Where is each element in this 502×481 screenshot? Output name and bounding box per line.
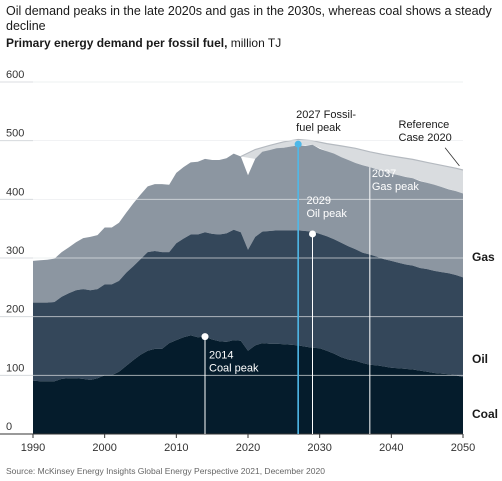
legend: Gas Oil Coal: [472, 250, 498, 421]
y-tick-label: 600: [6, 69, 24, 81]
area-coal: [33, 335, 463, 434]
subtitle-measure: Primary energy demand per fossil fuel,: [6, 36, 228, 50]
y-tick-label: 400: [6, 186, 24, 198]
subtitle-unit: million TJ: [227, 36, 282, 50]
annotation-oil-peak-line: 2029: [307, 195, 331, 207]
area-gas: [33, 144, 463, 303]
annotation-gas-peak: 2037 Gas peak: [372, 168, 420, 193]
legend-label-oil: Oil: [472, 352, 488, 366]
fossil-peak-marker: [294, 140, 302, 148]
reference-line: [240, 138, 464, 171]
annotation-gas-peak-line: Gas peak: [372, 181, 420, 193]
x-tick-label: 2020: [236, 442, 260, 454]
x-tick-label: 2030: [307, 442, 331, 454]
annotation-reference-case-line: Reference: [399, 119, 450, 131]
y-tick-label: 0: [6, 421, 12, 433]
series-areas: [33, 138, 464, 434]
annotation-reference-case-line: Case 2020: [399, 132, 452, 144]
peak-marker: [201, 333, 209, 341]
x-tick-label: 2010: [164, 442, 188, 454]
y-axis: 100 200 300 400 500 600 0: [6, 69, 24, 433]
source-note: Source: McKinsey Energy Insights Global …: [6, 466, 325, 476]
reference-leader-line: [444, 147, 460, 167]
x-tick-label: 2050: [451, 442, 475, 454]
annotation-fossil-peak-line: 2027 Fossil-: [296, 109, 356, 121]
area-oil: [33, 229, 463, 382]
annotation-gas-peak-line: 2037: [372, 168, 396, 180]
y-tick-label: 300: [6, 245, 24, 257]
peak-marker: [309, 230, 316, 238]
legend-label-coal: Coal: [472, 407, 498, 421]
annotation-reference-case: Reference Case 2020: [399, 119, 452, 144]
annotation-oil-peak: 2029 Oil peak: [307, 195, 348, 220]
grid-lines: [0, 81, 463, 376]
annotation-coal-peak: 2014 Coal peak: [209, 350, 259, 375]
annotation-fossil-peak: 2027 Fossil-fuel peak: [296, 109, 356, 134]
annotation-fossil-peak-line: fuel peak: [296, 122, 341, 134]
annotation-oil-peak-line: Oil peak: [307, 208, 348, 220]
y-tick-label: 200: [6, 304, 24, 316]
annotation-coal-peak-line: 2014: [209, 350, 233, 362]
y-tick-label: 500: [6, 128, 24, 140]
y-tick-label: 100: [6, 362, 24, 374]
x-tick-label: 2000: [92, 442, 116, 454]
legend-label-gas: Gas: [472, 250, 495, 264]
chart-subtitle: Primary energy demand per fossil fuel, m…: [6, 36, 496, 51]
x-axis: 1990 2000 2010 2020 2030 2040 2050: [0, 433, 475, 454]
annotations: 2027 Fossil-fuel peak 2029 Oil peak 2037 Gas…: [201, 109, 460, 434]
annotation-coal-peak-line: Coal peak: [209, 363, 259, 375]
x-tick-label: 2040: [379, 442, 403, 454]
chart-title: Oil demand peaks in the late 2020s and g…: [6, 4, 492, 33]
x-tick-label: 1990: [21, 442, 45, 454]
reference-area: [240, 139, 463, 194]
